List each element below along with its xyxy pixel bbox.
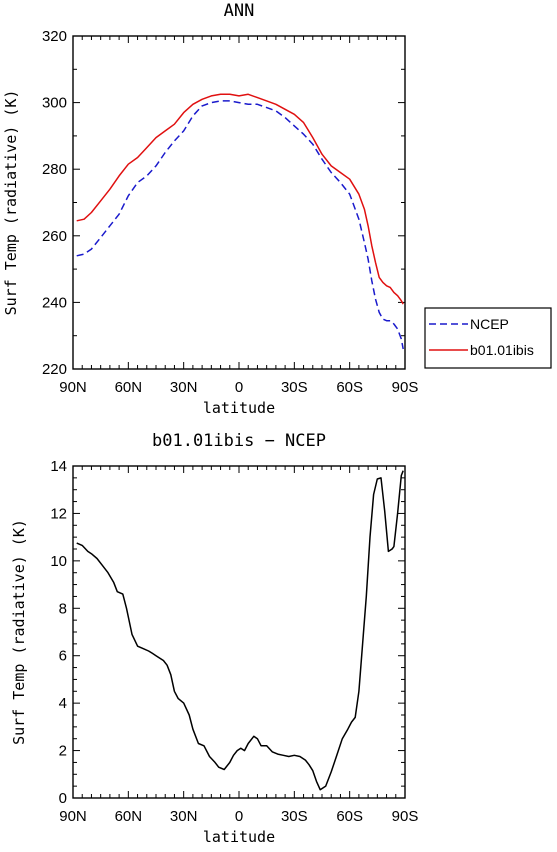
x-tick-label: 0 [235,379,243,396]
legend-label: NCEP [470,316,509,332]
y-axis-label: Surf Temp (radiative) (K) [2,90,20,316]
plot-frame [72,35,406,370]
y-tick-label: 300 [42,95,67,112]
y-tick-label: 220 [42,361,67,378]
y-tick-label: 0 [59,790,67,807]
legend: NCEP b01.01ibis [424,307,552,369]
x-tick-label: 30S [281,379,308,396]
y-tick-label: 2 [59,743,67,760]
x-tick-label: 90N [59,379,87,396]
y-tick-label: 8 [59,600,67,617]
y-tick-label: 240 [42,294,67,311]
x-tick-label: 30S [281,808,308,825]
top-chart: 90N 60N 30N 0 30S 60S 90S 220 240 260 280 300 320 ANN… [2,1,418,417]
x-axis-label: latitude [203,399,275,417]
x-tick-label: 90S [392,379,419,396]
y-tick-label: 14 [50,458,67,475]
x-tick-label: 60S [336,379,363,396]
series-line-b01-01ibis [76,93,404,305]
x-tick-label: 60S [336,808,363,825]
x-tick-label: 30N [170,379,198,396]
x-tick-label: 90N [59,808,87,825]
x-tick-label: 60N [115,379,143,396]
y-axis-label: Surf Temp (radiative) (K) [10,519,28,745]
y-tick-label: 280 [42,161,67,178]
y-tick-label: 6 [59,648,67,665]
x-tick-label: 30N [170,808,198,825]
difference-series-line [76,470,404,791]
legend-box [424,307,552,369]
x-tick-label: 60N [115,808,143,825]
bottom-chart: 90N 60N 30N 0 30S 60S 90S 0 2 4 6 8 10 12 14 b01.01ibis… [10,431,418,846]
y-tick-label: 10 [50,553,67,570]
x-tick-label: 0 [235,808,243,825]
series-line-ncep [76,100,404,350]
y-tick-label: 320 [42,28,67,45]
plot-frame [72,465,406,799]
chart-title: b01.01ibis − NCEP [152,431,326,451]
y-tick-label: 260 [42,228,67,245]
y-tick-label: 4 [59,695,67,712]
legend-label: b01.01ibis [470,342,534,358]
y-tick-label: 12 [50,505,67,522]
x-axis-label: latitude [203,828,275,846]
chart-title: ANN [224,1,255,21]
x-tick-label: 90S [392,808,419,825]
